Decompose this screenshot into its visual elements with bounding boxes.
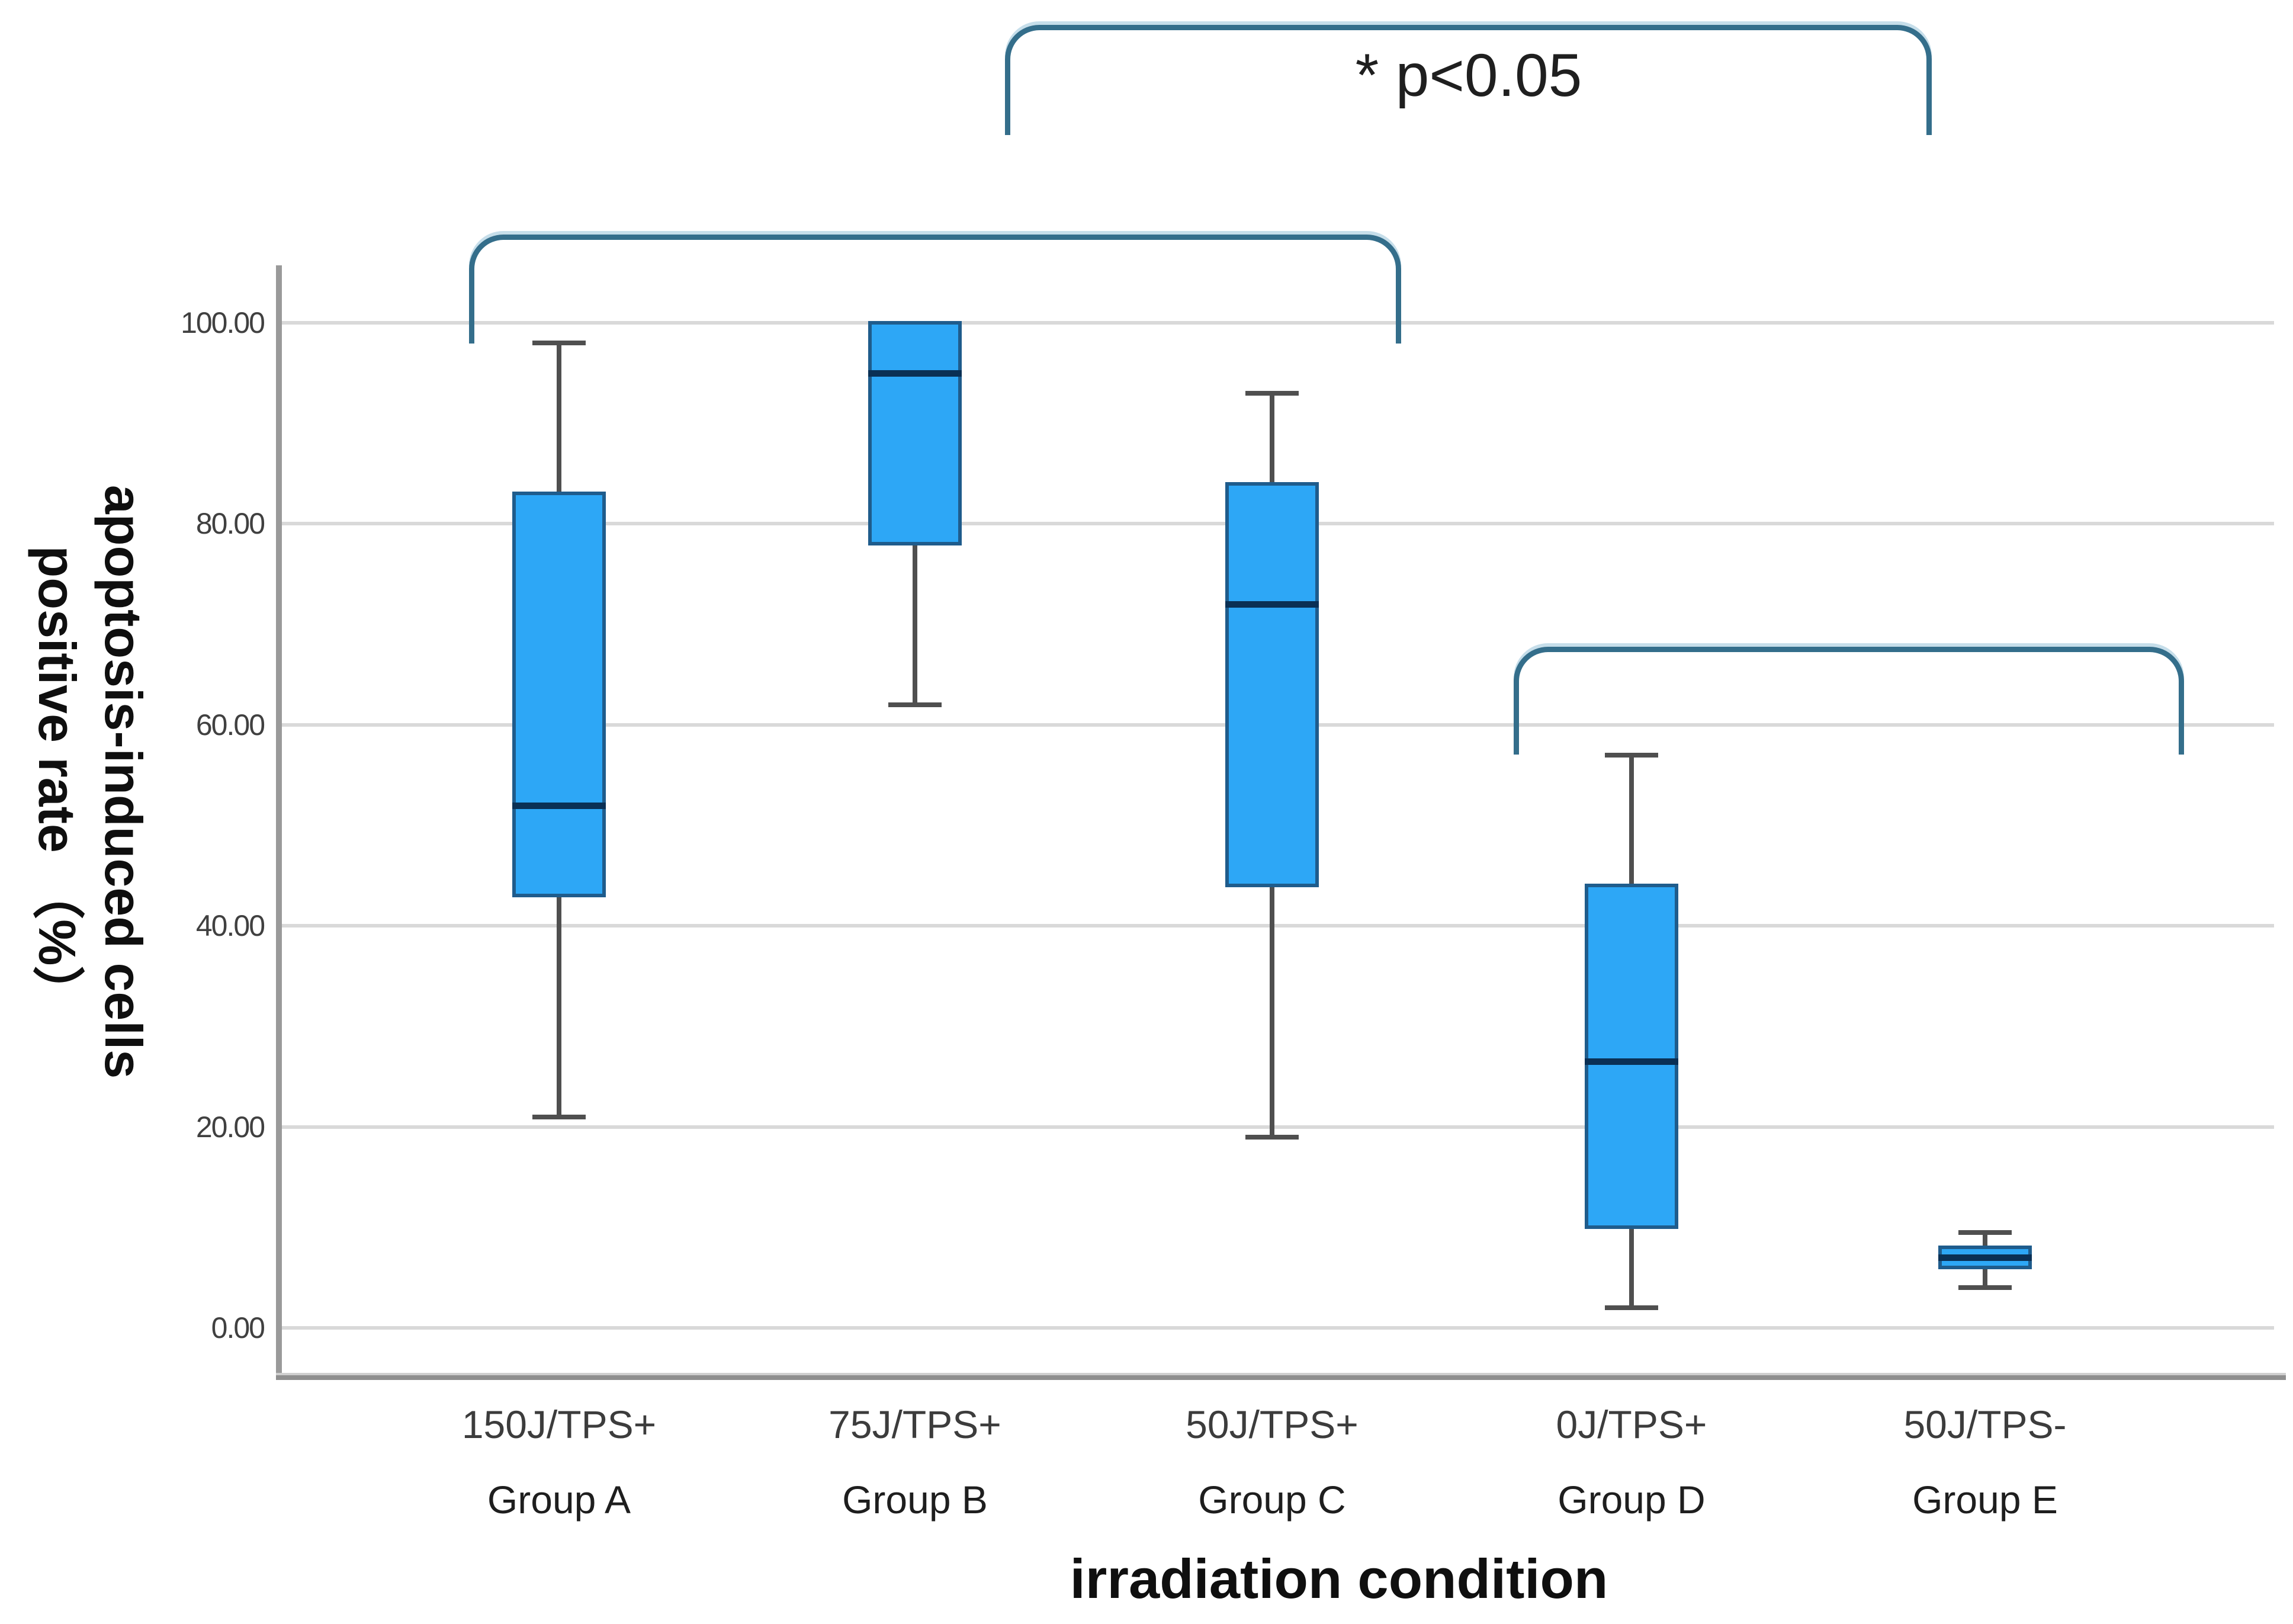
- y-axis-line: [276, 265, 282, 1376]
- group-label-group-e: Group E: [1912, 1478, 2058, 1522]
- condition-label-group-a: 150J/TPS+: [461, 1402, 657, 1446]
- whisker-cap-top-group-e: [1958, 1230, 2012, 1235]
- box-group-d: [1585, 884, 1678, 1229]
- median-group-e: [1938, 1254, 2032, 1261]
- group-label-group-d: Group D: [1557, 1478, 1706, 1522]
- whisker-cap-bottom-group-d: [1605, 1305, 1658, 1310]
- y-tick-label-0: 0.00: [211, 1311, 265, 1344]
- y-tick-label-80: 80.00: [195, 507, 265, 540]
- box-group-b: [868, 321, 962, 545]
- condition-label-group-b: 75J/TPS+: [828, 1402, 1001, 1446]
- y-tick-label-40: 40.00: [195, 909, 265, 942]
- box-group-c: [1225, 482, 1319, 887]
- significance-label: * p<0.05: [1355, 41, 1582, 109]
- x-axis-line: [276, 1373, 2286, 1380]
- whisker-cap-bottom-group-a: [532, 1115, 586, 1119]
- condition-label-group-e: 50J/TPS-: [1903, 1402, 2067, 1446]
- y-tick-label-60: 60.00: [195, 708, 265, 742]
- median-group-a: [512, 803, 606, 809]
- group-label-group-a: Group A: [487, 1478, 631, 1522]
- whisker-cap-bottom-group-b: [888, 702, 942, 707]
- sig-bracket-d-e: [1514, 647, 2184, 755]
- box-group-a: [512, 492, 606, 897]
- group-label-group-c: Group C: [1198, 1478, 1346, 1522]
- median-group-b: [868, 370, 962, 377]
- whisker-cap-bottom-group-c: [1245, 1135, 1299, 1140]
- condition-label-group-d: 0J/TPS+: [1556, 1402, 1707, 1446]
- whisker-cap-top-group-c: [1245, 391, 1299, 396]
- y-axis-title-line-1: apoptosis-induced cells: [94, 484, 153, 1079]
- whisker-cap-top-group-d: [1605, 753, 1658, 758]
- y-gridline-20: [282, 1125, 2274, 1129]
- y-tick-label-20: 20.00: [195, 1111, 265, 1144]
- median-group-c: [1225, 601, 1319, 608]
- y-gridline-40: [282, 924, 2274, 927]
- condition-label-group-c: 50J/TPS+: [1186, 1402, 1359, 1446]
- sig-bracket-a-c: [469, 235, 1401, 344]
- sig-bracket-top: [1005, 25, 1932, 135]
- y-axis-title-line-2: positive rate （%）: [28, 545, 86, 1018]
- group-label-group-b: Group B: [842, 1478, 988, 1522]
- y-tick-label-100: 100.00: [181, 306, 265, 339]
- y-axis-title: apoptosis-induced cells positive rate （%…: [24, 456, 156, 1108]
- median-group-d: [1585, 1058, 1678, 1065]
- y-gridline-100: [282, 321, 2274, 325]
- whisker-cap-bottom-group-e: [1958, 1285, 2012, 1290]
- whisker-cap-top-group-a: [532, 341, 586, 345]
- y-gridline-0: [282, 1326, 2274, 1330]
- x-axis-title: irradiation condition: [1070, 1548, 1608, 1610]
